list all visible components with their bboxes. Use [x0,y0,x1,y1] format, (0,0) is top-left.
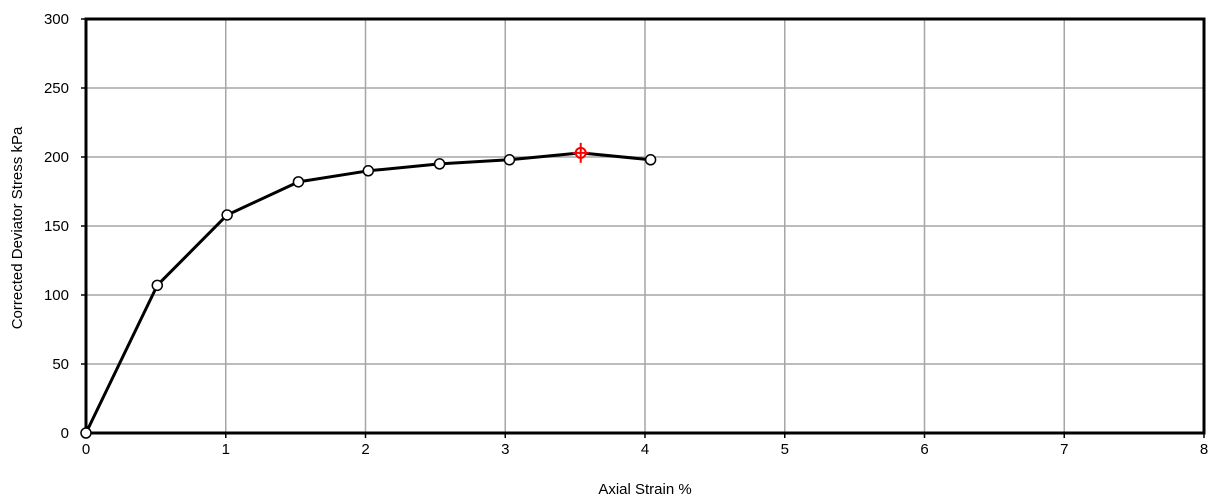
series-line [84,151,651,434]
data-point [644,154,657,166]
data-point [292,176,305,188]
x-tick-label: 4 [641,441,649,458]
x-tick-label: 1 [222,441,230,458]
x-tick-label: 0 [82,441,90,458]
x-tick-label: 7 [1060,441,1068,458]
x-tick-label: 5 [781,441,789,458]
data-point [151,279,164,292]
data-point [80,427,92,439]
y-tick-label: 0 [61,425,69,442]
x-tick-label: 2 [361,441,369,458]
y-axis-title: Corrected Deviator Stress kPa [9,126,26,329]
peak-layer [572,142,589,163]
data-point [503,154,516,166]
y-tick-label: 100 [44,287,69,304]
y-tick-label: 250 [44,80,69,97]
y-axis-ticks: 0 50 100 150 200 250 300 [44,11,86,442]
y-tick-label: 150 [44,218,69,235]
x-tick-label: 8 [1200,441,1208,458]
data-point [433,158,446,170]
x-tick-label: 6 [920,441,928,458]
peak-marker [572,142,589,163]
y-tick-label: 300 [44,11,69,28]
x-tick-label: 3 [501,441,509,458]
x-axis-ticks: 0 1 2 3 4 5 6 7 8 [82,433,1208,458]
x-axis-title: Axial Strain % [598,481,691,498]
y-tick-label: 50 [52,356,69,373]
data-point [221,209,233,221]
grid-lines [85,18,1205,434]
y-tick-label: 200 [44,149,69,166]
data-point [362,165,375,177]
series-layer [80,147,657,439]
